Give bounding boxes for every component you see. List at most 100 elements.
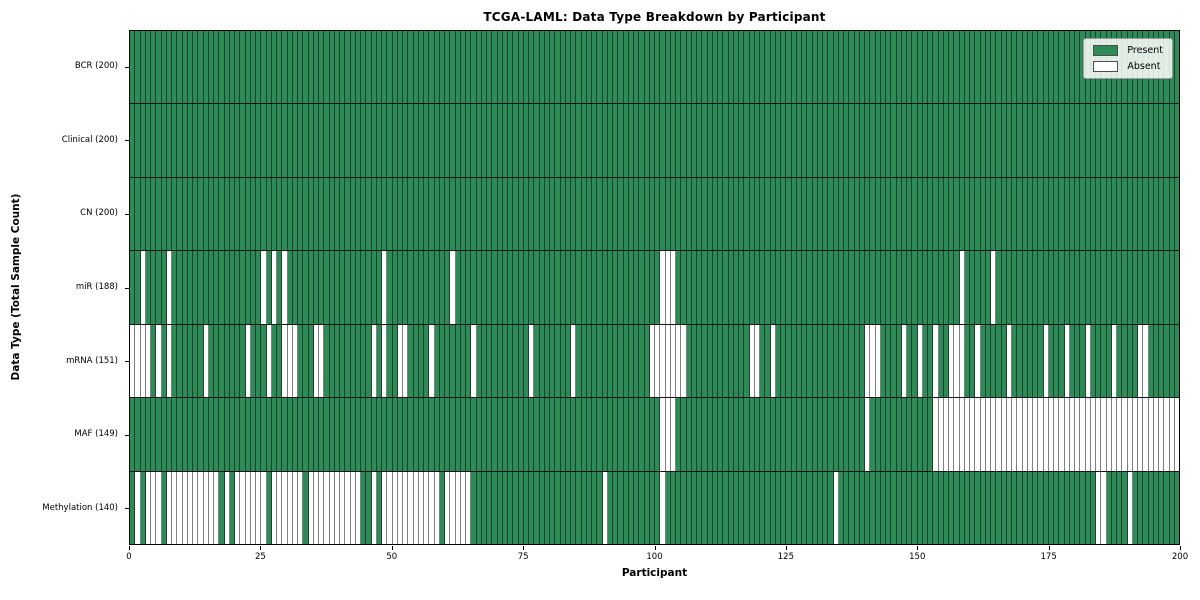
participant-cell — [959, 177, 965, 251]
participant-cell — [775, 104, 781, 177]
participant-cell — [996, 398, 1002, 471]
participant-cell — [770, 104, 776, 177]
participant-cell — [849, 177, 855, 251]
participant-cell — [938, 471, 944, 544]
participant-cell — [859, 471, 865, 544]
participant-cell — [623, 104, 629, 177]
participant-cell — [581, 104, 587, 177]
participant-cell — [340, 324, 346, 398]
participant-cell — [476, 398, 482, 471]
participant-cell — [954, 31, 960, 104]
participant-cell — [466, 104, 472, 177]
participant-cell — [791, 251, 797, 324]
participant-cell — [497, 398, 503, 471]
participant-cell — [597, 177, 603, 251]
participant-cell — [292, 471, 298, 544]
participant-cell — [156, 471, 162, 544]
participant-cell — [807, 104, 813, 177]
participant-cell — [208, 31, 214, 104]
participant-cell — [313, 177, 319, 251]
participant-cell — [901, 31, 907, 104]
participant-cell — [576, 471, 582, 544]
participant-cell — [1111, 471, 1117, 544]
participant-cell — [628, 324, 634, 398]
participant-cell — [308, 177, 314, 251]
participant-cell — [1043, 398, 1049, 471]
participant-cell — [865, 177, 871, 251]
participant-cell — [308, 31, 314, 104]
participant-cell — [849, 398, 855, 471]
participant-cell — [166, 398, 172, 471]
participant-cell — [581, 177, 587, 251]
participant-cell — [1001, 324, 1007, 398]
participant-cell — [943, 398, 949, 471]
y-tick-label-mrna: mRNA (151) — [66, 355, 118, 366]
participant-cell — [1017, 398, 1023, 471]
participant-cell — [1153, 471, 1159, 544]
participant-cell — [1106, 177, 1112, 251]
participant-cell — [823, 104, 829, 177]
participant-cell — [833, 31, 839, 104]
participant-cell — [702, 177, 708, 251]
participant-cell — [891, 177, 897, 251]
participant-cell — [660, 471, 666, 544]
participant-cell — [644, 398, 650, 471]
participant-cell — [896, 324, 902, 398]
participant-cell — [644, 324, 650, 398]
participant-cell — [135, 398, 141, 471]
participant-cell — [172, 104, 178, 177]
participant-cell — [224, 251, 230, 324]
participant-cell — [1027, 177, 1033, 251]
participant-cell — [1001, 177, 1007, 251]
legend-item-absent: Absent — [1093, 61, 1163, 72]
participant-cell — [707, 398, 713, 471]
participant-cell — [812, 177, 818, 251]
participant-cell — [345, 251, 351, 324]
participant-cell — [786, 31, 792, 104]
participant-cell — [775, 31, 781, 104]
participant-cell — [250, 31, 256, 104]
participant-cell — [145, 398, 151, 471]
participant-cell — [1043, 104, 1049, 177]
participant-cell — [240, 31, 246, 104]
participant-cell — [1017, 471, 1023, 544]
participant-cell — [681, 471, 687, 544]
participant-cell — [828, 251, 834, 324]
participant-cell — [560, 251, 566, 324]
participant-cell — [166, 31, 172, 104]
participant-cell — [1164, 398, 1170, 471]
participant-cell — [865, 471, 871, 544]
participant-cell — [261, 251, 267, 324]
participant-cell — [161, 31, 167, 104]
participant-cell — [1012, 471, 1018, 544]
participant-cell — [576, 31, 582, 104]
participant-cell — [1148, 324, 1154, 398]
participant-cell — [539, 31, 545, 104]
participant-cell — [508, 251, 514, 324]
participant-cell — [938, 177, 944, 251]
participant-cell — [1169, 471, 1175, 544]
participant-cell — [266, 251, 272, 324]
participant-cell — [865, 31, 871, 104]
participant-cell — [544, 398, 550, 471]
participant-cell — [880, 31, 886, 104]
participant-cell — [298, 471, 304, 544]
participant-cell — [823, 177, 829, 251]
participant-cell — [655, 324, 661, 398]
participant-cell — [550, 104, 556, 177]
participant-cell — [613, 398, 619, 471]
participant-cell — [303, 471, 309, 544]
participant-cell — [555, 177, 561, 251]
participant-cell — [1080, 104, 1086, 177]
participant-cell — [203, 251, 209, 324]
participant-cell — [649, 104, 655, 177]
participant-cell — [691, 31, 697, 104]
participant-cell — [560, 31, 566, 104]
participant-cell — [996, 177, 1002, 251]
participant-cell — [261, 398, 267, 471]
participant-cell — [397, 324, 403, 398]
participant-cell — [723, 398, 729, 471]
participant-cell — [1054, 177, 1060, 251]
participant-cell — [565, 251, 571, 324]
participant-cell — [1038, 31, 1044, 104]
